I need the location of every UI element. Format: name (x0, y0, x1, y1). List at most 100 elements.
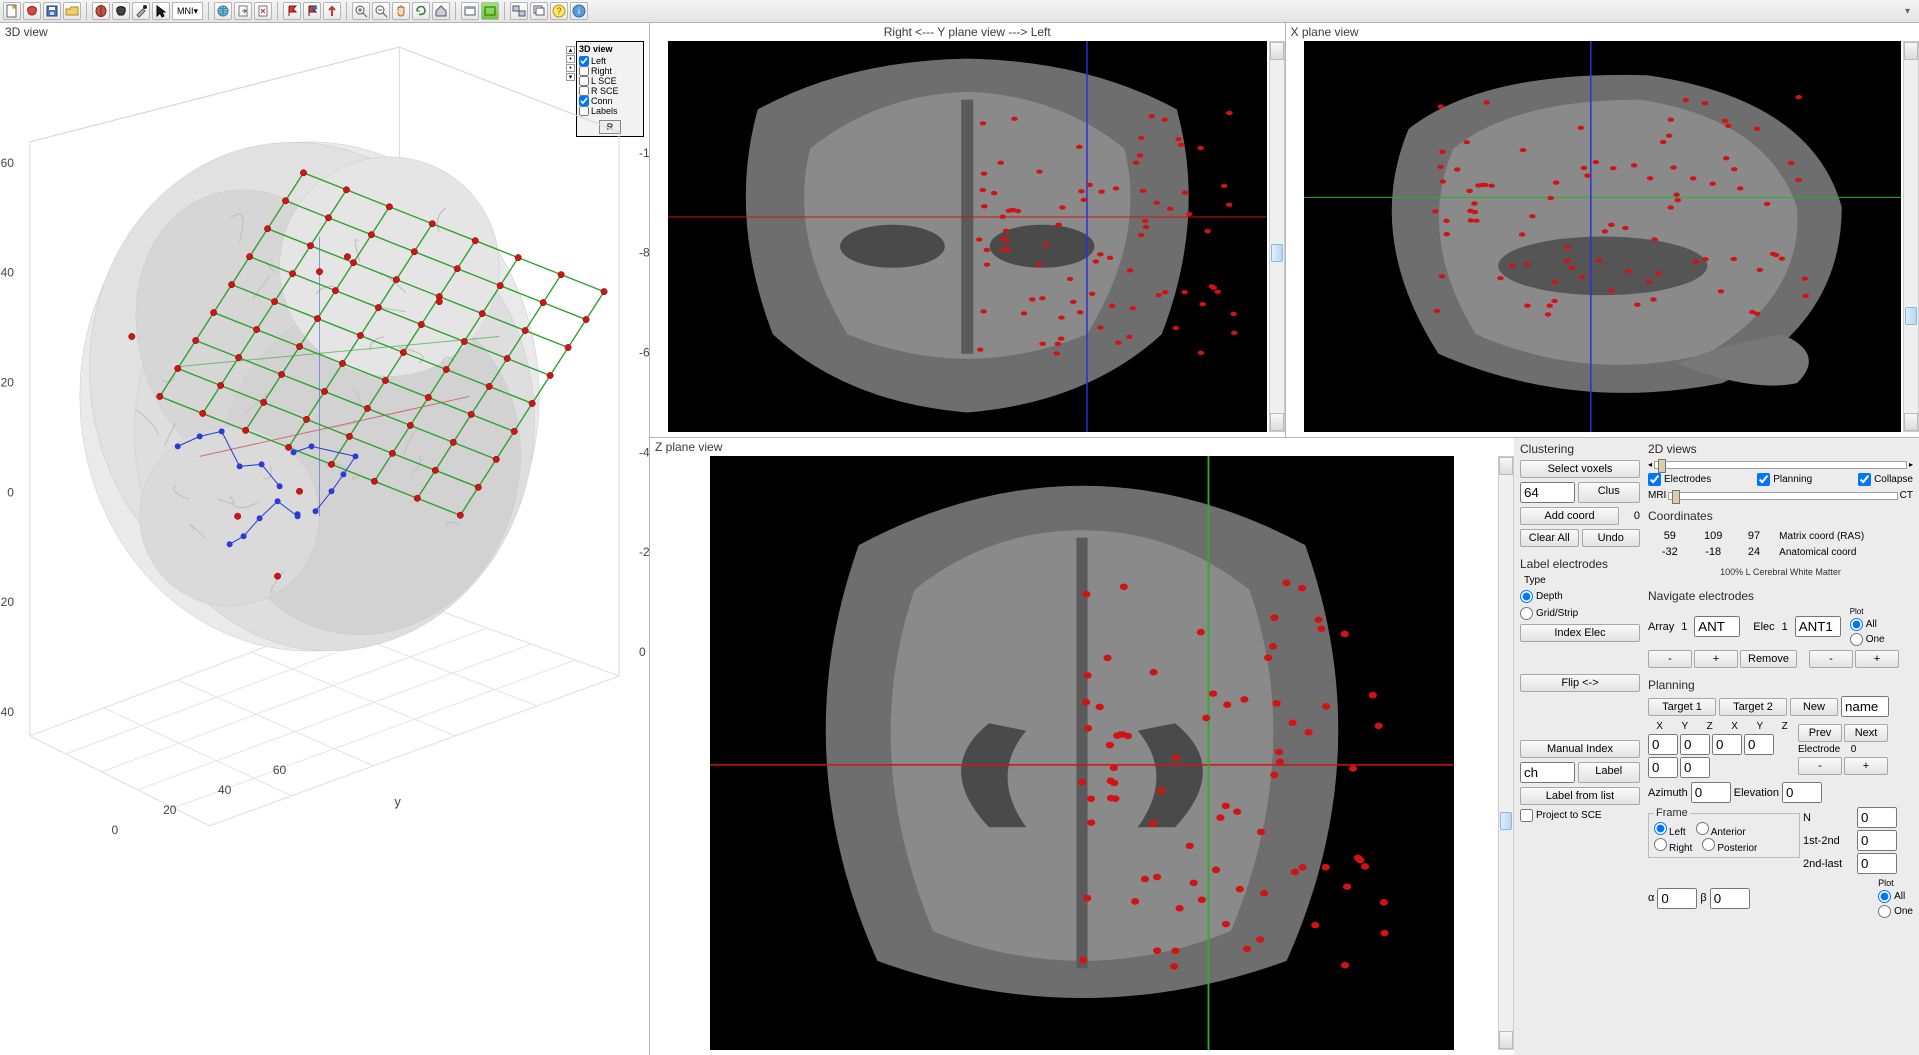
label-from-list-button[interactable]: Label from list (1520, 787, 1640, 805)
zoom-out-icon[interactable] (372, 2, 390, 20)
undo-button[interactable]: Undo (1582, 529, 1641, 547)
pipette-icon[interactable] (132, 2, 150, 20)
slider-top[interactable] (1654, 461, 1907, 469)
beta-input[interactable] (1710, 888, 1750, 909)
elevation-input[interactable] (1782, 782, 1822, 803)
view-y-panel[interactable]: Right <--- Y plane view ---> Left (650, 23, 1285, 437)
frame-anterior-radio[interactable] (1696, 822, 1709, 835)
frame-right-radio[interactable] (1654, 838, 1667, 851)
doc-arrow-icon[interactable] (234, 2, 252, 20)
open-brain-icon[interactable] (23, 2, 41, 20)
type-depth-radio[interactable] (1520, 590, 1533, 603)
electrodes-checkbox[interactable] (1648, 473, 1661, 486)
new-button[interactable]: New (1790, 698, 1838, 716)
refresh-icon[interactable] (412, 2, 430, 20)
remove-button[interactable]: Remove (1740, 650, 1797, 668)
ch-input[interactable] (1520, 762, 1575, 783)
svg-text:-60: -60 (639, 346, 649, 360)
space-dropdown[interactable]: MNI ▾ (172, 2, 203, 20)
electrode-minus-button[interactable]: - (1798, 757, 1842, 775)
target1-button[interactable]: Target 1 (1648, 698, 1716, 716)
brain-front-icon[interactable] (92, 2, 110, 20)
elec-name-input[interactable] (1795, 616, 1841, 637)
zoom-in-icon[interactable] (352, 2, 370, 20)
doc-close-icon[interactable] (254, 2, 272, 20)
project-sce-checkbox[interactable] (1520, 809, 1533, 822)
plan-plot-one-radio[interactable] (1878, 905, 1891, 918)
type-grid-radio[interactable] (1520, 607, 1533, 620)
help-icon[interactable]: ? (550, 2, 568, 20)
window-green-icon[interactable] (481, 2, 499, 20)
control-panel: Clustering Select voxels Clus Add coord … (1514, 438, 1919, 1055)
t1y-input[interactable] (1680, 734, 1710, 755)
toolbar-caret-icon[interactable]: ▾ (1905, 6, 1916, 17)
t1x-input[interactable] (1648, 734, 1678, 755)
frame-left-radio[interactable] (1654, 822, 1667, 835)
window-one-icon[interactable] (461, 2, 479, 20)
frame-posterior-radio[interactable] (1702, 838, 1715, 851)
t2y-input[interactable] (1648, 757, 1678, 778)
array-name-input[interactable] (1694, 616, 1740, 637)
select-voxels-button[interactable]: Select voxels (1520, 460, 1640, 478)
t1z-input[interactable] (1712, 734, 1742, 755)
slice-y-render[interactable] (668, 41, 1267, 432)
view-z-panel[interactable]: Z plane view (650, 438, 1514, 1055)
flag-blue-icon[interactable] (303, 2, 321, 20)
slice-z-render[interactable] (710, 456, 1454, 1050)
flag-up-icon[interactable] (323, 2, 341, 20)
scrollbar-y[interactable] (1269, 41, 1285, 432)
cursor-icon[interactable] (152, 2, 170, 20)
nav-plot-all-radio[interactable] (1850, 618, 1863, 631)
next-button[interactable]: Next (1844, 724, 1888, 742)
collapse-checkbox[interactable] (1858, 473, 1871, 486)
d1-input[interactable] (1857, 830, 1897, 851)
index-elec-button[interactable]: Index Elec (1520, 624, 1640, 642)
t2z-input[interactable] (1680, 757, 1710, 778)
window-stack-icon[interactable] (530, 2, 548, 20)
info-icon[interactable]: i (570, 2, 588, 20)
prev-button[interactable]: Prev (1798, 724, 1842, 742)
d2-input[interactable] (1857, 853, 1897, 874)
manual-index-button[interactable]: Manual Index (1520, 740, 1640, 758)
slider-mri-ct[interactable] (1668, 492, 1897, 500)
save-icon[interactable] (43, 2, 61, 20)
electrode-plus-button[interactable]: + (1844, 757, 1888, 775)
array-plus-button[interactable]: + (1694, 650, 1738, 668)
label-button[interactable]: Label (1578, 762, 1641, 783)
globe-icon[interactable] (214, 2, 232, 20)
window-multi-icon[interactable] (510, 2, 528, 20)
hand-icon[interactable] (392, 2, 410, 20)
folder-icon[interactable] (63, 2, 81, 20)
n-input[interactable] (1857, 807, 1897, 828)
brain-3d-render[interactable]: 6040200-20-40-200204060-100-80-60-40-200… (0, 37, 649, 836)
t2x-input[interactable] (1744, 734, 1774, 755)
planning-label: Planning (1648, 678, 1913, 692)
alpha-input[interactable] (1657, 888, 1697, 909)
new-icon[interactable] (3, 2, 21, 20)
view-3d-panel[interactable]: 3D view ▴••▾ 3D view LeftRightL SCER SCE… (0, 23, 650, 1055)
flip-button[interactable]: Flip <-> (1520, 674, 1640, 692)
clear-all-button[interactable]: Clear All (1520, 529, 1579, 547)
flag-red-icon[interactable] (283, 2, 301, 20)
scrollbar-x[interactable] (1903, 41, 1919, 432)
elec-minus-button[interactable]: - (1809, 650, 1853, 668)
cluster-n-input[interactable] (1520, 482, 1575, 503)
array-minus-button[interactable]: - (1648, 650, 1692, 668)
svg-text:0: 0 (111, 823, 118, 836)
name-input[interactable] (1841, 696, 1889, 717)
plan-plot-all-radio[interactable] (1878, 890, 1891, 903)
clus-button[interactable]: Clus (1578, 482, 1641, 503)
view-x-panel[interactable]: X plane view (1285, 23, 1919, 437)
azimuth-input[interactable] (1691, 782, 1731, 803)
brain-side-icon[interactable] (112, 2, 130, 20)
planning-checkbox[interactable] (1757, 473, 1770, 486)
home-icon[interactable] (432, 2, 450, 20)
scrollbar-z[interactable] (1498, 456, 1514, 1050)
svg-text:i: i (578, 6, 580, 16)
svg-text:60: 60 (1, 156, 15, 170)
nav-plot-one-radio[interactable] (1850, 633, 1863, 646)
elec-plus-button[interactable]: + (1855, 650, 1899, 668)
add-coord-button[interactable]: Add coord (1520, 507, 1619, 525)
target2-button[interactable]: Target 2 (1719, 698, 1787, 716)
slice-x-render[interactable] (1304, 41, 1902, 432)
